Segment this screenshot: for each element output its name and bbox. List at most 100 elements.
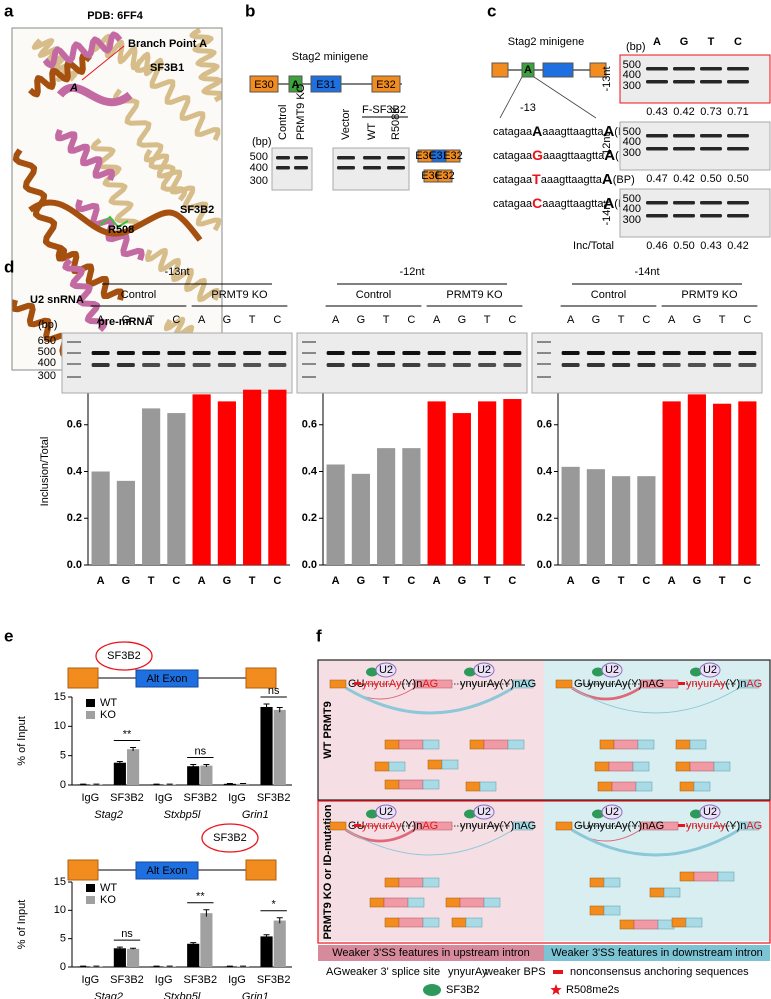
gel-band bbox=[561, 351, 580, 355]
exon bbox=[288, 75, 303, 93]
column-bar bbox=[544, 945, 770, 961]
error-bar bbox=[276, 917, 283, 924]
lane-label: C bbox=[273, 314, 281, 326]
legend-text: nonconsensus anchoring sequences bbox=[570, 966, 749, 978]
product-label: E32 bbox=[435, 170, 455, 182]
exon-label: A bbox=[292, 79, 300, 91]
x-tick-label: T bbox=[484, 575, 491, 587]
error-bar bbox=[166, 783, 173, 785]
gel-band bbox=[646, 67, 668, 71]
gel-band bbox=[673, 67, 695, 71]
u2-label: U2 bbox=[379, 664, 393, 676]
lane-label: A bbox=[332, 314, 340, 326]
helix bbox=[112, 88, 188, 202]
bp-label: 500 bbox=[623, 193, 641, 205]
mrna-exon bbox=[657, 919, 675, 930]
legend-anchor bbox=[553, 970, 563, 974]
u2-label: U2 bbox=[703, 664, 717, 676]
exon-label: E30 bbox=[254, 79, 274, 91]
gel-band bbox=[116, 351, 135, 355]
x-tick-label: SF3B2 bbox=[257, 792, 291, 804]
arc-skipping bbox=[571, 828, 740, 857]
product-exon bbox=[445, 149, 461, 163]
x-tick-label: IgG bbox=[155, 792, 173, 804]
x-tick-label: A bbox=[332, 575, 340, 587]
anchor-mark bbox=[354, 824, 361, 827]
exon bbox=[249, 75, 279, 93]
significance-label: ns bbox=[121, 928, 133, 940]
ratio-value: 0.43 bbox=[646, 106, 667, 118]
bar bbox=[260, 706, 273, 785]
helix bbox=[62, 258, 108, 332]
polypyrimidine: (Y)n bbox=[726, 678, 747, 690]
gel-band bbox=[612, 351, 631, 355]
mrna-exon bbox=[611, 781, 637, 792]
error-bar bbox=[240, 783, 247, 785]
mrna-exon bbox=[479, 781, 497, 792]
legend-label: WT bbox=[100, 697, 117, 709]
legend-label: WT bbox=[100, 882, 117, 894]
bar bbox=[243, 389, 262, 565]
exon bbox=[67, 667, 99, 689]
gel-band bbox=[687, 351, 706, 355]
bp-label: 400 bbox=[623, 203, 641, 215]
exon bbox=[512, 679, 534, 689]
bar bbox=[351, 473, 370, 565]
exon bbox=[491, 62, 509, 78]
bar bbox=[142, 408, 161, 565]
gel-band bbox=[738, 363, 757, 367]
y-tick-label: 0.2 bbox=[537, 512, 552, 524]
sequence-part: catagaa bbox=[493, 174, 533, 186]
mrna-exon bbox=[398, 877, 424, 888]
bar bbox=[637, 476, 656, 565]
gel-band bbox=[351, 351, 370, 355]
mrna-exon bbox=[369, 897, 385, 908]
mrna-exon bbox=[398, 779, 424, 790]
x-tick-label: IgG bbox=[81, 792, 99, 804]
lane-label: T bbox=[708, 36, 715, 48]
acceptor: AG bbox=[520, 678, 536, 690]
significance-label: ** bbox=[123, 728, 132, 740]
bar bbox=[187, 766, 200, 785]
helix bbox=[189, 28, 222, 103]
ladder-band bbox=[67, 363, 81, 365]
gel-band bbox=[646, 80, 668, 84]
mrna-exon bbox=[398, 739, 424, 750]
bar bbox=[200, 913, 213, 967]
bar bbox=[116, 480, 135, 565]
error-bar bbox=[116, 946, 123, 950]
mrna-exon bbox=[483, 739, 509, 750]
u2-icon bbox=[699, 804, 721, 820]
error-bar bbox=[240, 965, 247, 967]
mrna-exon bbox=[608, 761, 634, 772]
x-tick-label: SF3B2 bbox=[184, 792, 218, 804]
sequence: catagaaCaaagttaagttaA(BP) bbox=[493, 195, 636, 212]
mrna-exon bbox=[507, 739, 525, 750]
significance-label: * bbox=[272, 899, 277, 911]
u2-icon bbox=[601, 662, 623, 678]
helix bbox=[55, 249, 125, 301]
ratio-value: 0.47 bbox=[646, 173, 667, 185]
protein-circle bbox=[95, 641, 153, 671]
product-label: E31 bbox=[429, 150, 449, 162]
ratio-value: 0.50 bbox=[673, 240, 694, 252]
mrna-exon bbox=[675, 761, 691, 772]
mutated-base: T bbox=[532, 171, 541, 187]
y-tick-label: 10 bbox=[54, 904, 66, 916]
sequence: catagaaGaaagttaagttaA(BP) bbox=[493, 147, 637, 164]
ratio-label: Inc/Total bbox=[573, 240, 614, 252]
lane-label: G bbox=[223, 314, 232, 326]
error-bar bbox=[226, 783, 233, 785]
gel-band bbox=[142, 351, 161, 355]
ladder-band bbox=[537, 376, 551, 378]
mutated-base: G bbox=[532, 147, 543, 163]
mrna-exon bbox=[635, 781, 653, 792]
sequence-part: catagaa bbox=[493, 126, 533, 138]
mrna-exon bbox=[483, 897, 501, 908]
bar bbox=[402, 448, 421, 565]
helix bbox=[90, 138, 140, 232]
ladder-band bbox=[67, 341, 81, 343]
gel-band bbox=[700, 67, 722, 71]
panel-title: Stag2 minigene bbox=[508, 36, 584, 48]
